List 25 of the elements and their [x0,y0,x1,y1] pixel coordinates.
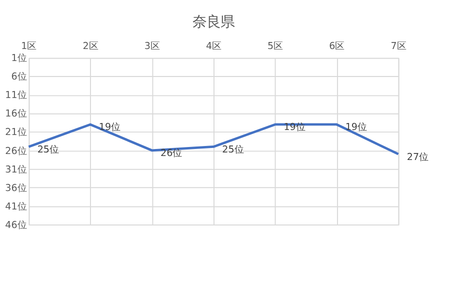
y-tick-label: 36位 [5,182,28,194]
y-tick-label: 1位 [11,52,28,64]
y-tick-label: 16位 [5,108,28,120]
x-tick-label: 7区 [390,40,407,52]
chart-title: 奈良県 [192,14,235,30]
x-tick-label: 5区 [268,40,284,52]
y-tick-label: 21位 [5,126,28,138]
y-tick-label: 11位 [5,89,28,102]
y-tick-label: 26位 [5,144,28,157]
data-label: 26位 [160,147,183,160]
y-tick-label: 31位 [5,163,28,176]
y-tick-label: 41位 [5,200,28,212]
data-label: 25位 [37,143,60,156]
line-series [28,123,400,156]
x-tick-label: 3区 [144,40,160,52]
x-tick-label: 2区 [82,40,99,52]
x-tick-label: 6区 [329,40,346,52]
data-label: 25位 [222,143,244,156]
y-tick-label: 46位 [5,218,28,231]
x-tick-label: 4区 [206,40,222,52]
x-tick-label: 1区 [21,40,38,52]
data-label: 19位 [284,121,306,134]
y-tick-label: 6位 [11,70,28,83]
data-label: 19位 [345,121,368,134]
data-label: 27位 [406,150,430,163]
